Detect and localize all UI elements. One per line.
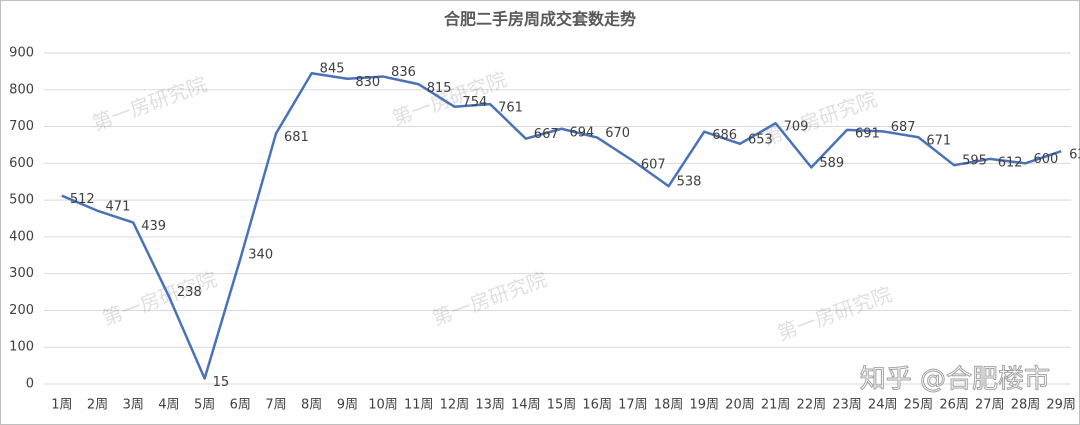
data-label: 691 (855, 126, 880, 141)
data-label: 667 (534, 127, 559, 142)
x-tick-label: 28周 (1011, 398, 1041, 413)
x-tick-label: 25周 (904, 398, 934, 413)
x-tick-label: 18周 (654, 398, 684, 413)
data-label: 15 (213, 375, 230, 390)
data-label: 815 (427, 81, 452, 96)
data-label: 671 (926, 134, 951, 149)
data-label: 653 (748, 132, 773, 147)
data-label: 538 (677, 175, 702, 190)
data-label: 836 (391, 65, 416, 80)
x-tick-label: 27周 (975, 398, 1005, 413)
data-label: 595 (962, 154, 987, 169)
data-label: 589 (819, 156, 844, 171)
x-tick-label: 29周 (1046, 398, 1076, 413)
y-tick-label: 500 (9, 193, 34, 208)
x-tick-label: 21周 (761, 398, 791, 413)
x-tick-label: 13周 (475, 398, 505, 413)
data-label: 754 (462, 95, 487, 110)
data-label: 845 (320, 62, 345, 77)
x-tick-label: 24周 (868, 398, 898, 413)
x-tick-label: 12周 (440, 398, 470, 413)
data-label: 709 (784, 120, 809, 135)
x-tick-label: 17周 (618, 398, 648, 413)
data-label: 681 (284, 130, 309, 145)
x-tick-label: 3周 (123, 398, 144, 413)
x-tick-label: 19周 (689, 398, 719, 413)
data-label: 670 (605, 126, 630, 141)
y-tick-label: 600 (9, 156, 34, 171)
chart-title: 合肥二手房周成交套数走势 (444, 10, 636, 29)
y-tick-label: 900 (9, 46, 34, 61)
x-tick-label: 5周 (194, 398, 215, 413)
x-tick-label: 26周 (939, 398, 969, 413)
data-label: 512 (70, 192, 95, 207)
data-label: 687 (891, 120, 916, 135)
data-label: 612 (998, 155, 1023, 170)
x-tick-label: 20周 (725, 398, 755, 413)
y-tick-label: 800 (9, 82, 34, 97)
data-label: 633 (1069, 148, 1080, 163)
data-label: 471 (106, 199, 131, 214)
x-tick-label: 4周 (158, 398, 179, 413)
x-tick-label: 23周 (832, 398, 862, 413)
data-label: 600 (1033, 152, 1058, 167)
x-tick-label: 15周 (547, 398, 577, 413)
y-tick-label: 700 (9, 119, 34, 134)
data-label: 607 (641, 157, 666, 172)
y-tick-label: 100 (9, 340, 34, 355)
data-label: 340 (248, 247, 273, 262)
x-tick-label: 10周 (368, 398, 398, 413)
y-tick-label: 0 (26, 377, 34, 392)
x-tick-label: 6周 (230, 398, 251, 413)
data-label: 439 (141, 219, 166, 234)
y-tick-label: 200 (9, 303, 34, 318)
data-label: 686 (712, 128, 737, 143)
x-tick-label: 7周 (265, 398, 286, 413)
x-tick-label: 1周 (51, 398, 72, 413)
x-tick-label: 2周 (87, 398, 108, 413)
x-tick-label: 14周 (511, 398, 541, 413)
y-tick-label: 400 (9, 229, 34, 244)
line (61, 71, 1062, 380)
y-tick-label: 300 (9, 266, 34, 281)
data-label: 694 (570, 125, 595, 140)
data-label: 238 (177, 285, 202, 300)
credit: 知乎 @合肥楼市 (860, 365, 1050, 395)
x-tick-label: 8周 (301, 398, 322, 413)
x-tick-label: 11周 (404, 398, 434, 413)
data-label: 761 (498, 101, 523, 116)
x-tick-label: 9周 (337, 398, 358, 413)
x-tick-label: 16周 (582, 398, 612, 413)
x-tick-label: 22周 (797, 398, 827, 413)
data-label: 830 (355, 75, 380, 90)
